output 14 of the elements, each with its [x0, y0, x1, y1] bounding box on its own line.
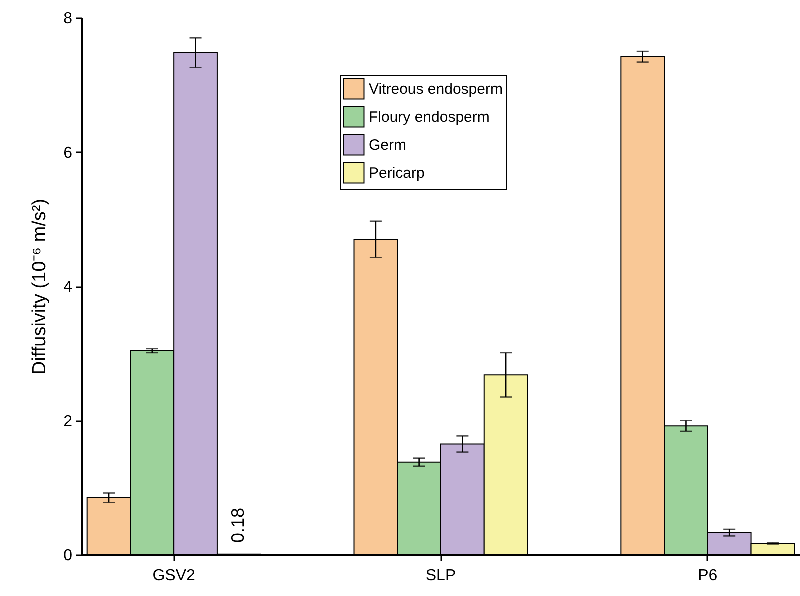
x-tick-label: SLP — [426, 568, 456, 584]
x-tick-label: P6 — [698, 568, 718, 584]
y-axis-title: Diffusivity (10⁻⁶ m/s²) — [30, 198, 51, 376]
legend-label: Floury endosperm — [369, 109, 490, 126]
legend-label: Vitreous endosperm — [369, 81, 503, 98]
annotation: 0.18 — [228, 508, 248, 543]
y-tick-label: 2 — [64, 413, 73, 430]
legend-label: Germ — [369, 137, 406, 154]
y-tick-label: 4 — [64, 279, 73, 296]
y-tick-label: 0 — [64, 548, 73, 564]
x-tick-label: GSV2 — [152, 568, 196, 584]
y-tick-label: 8 — [64, 10, 73, 28]
y-tick-label: 6 — [64, 144, 73, 162]
legend-label: Pericarp — [369, 165, 425, 182]
